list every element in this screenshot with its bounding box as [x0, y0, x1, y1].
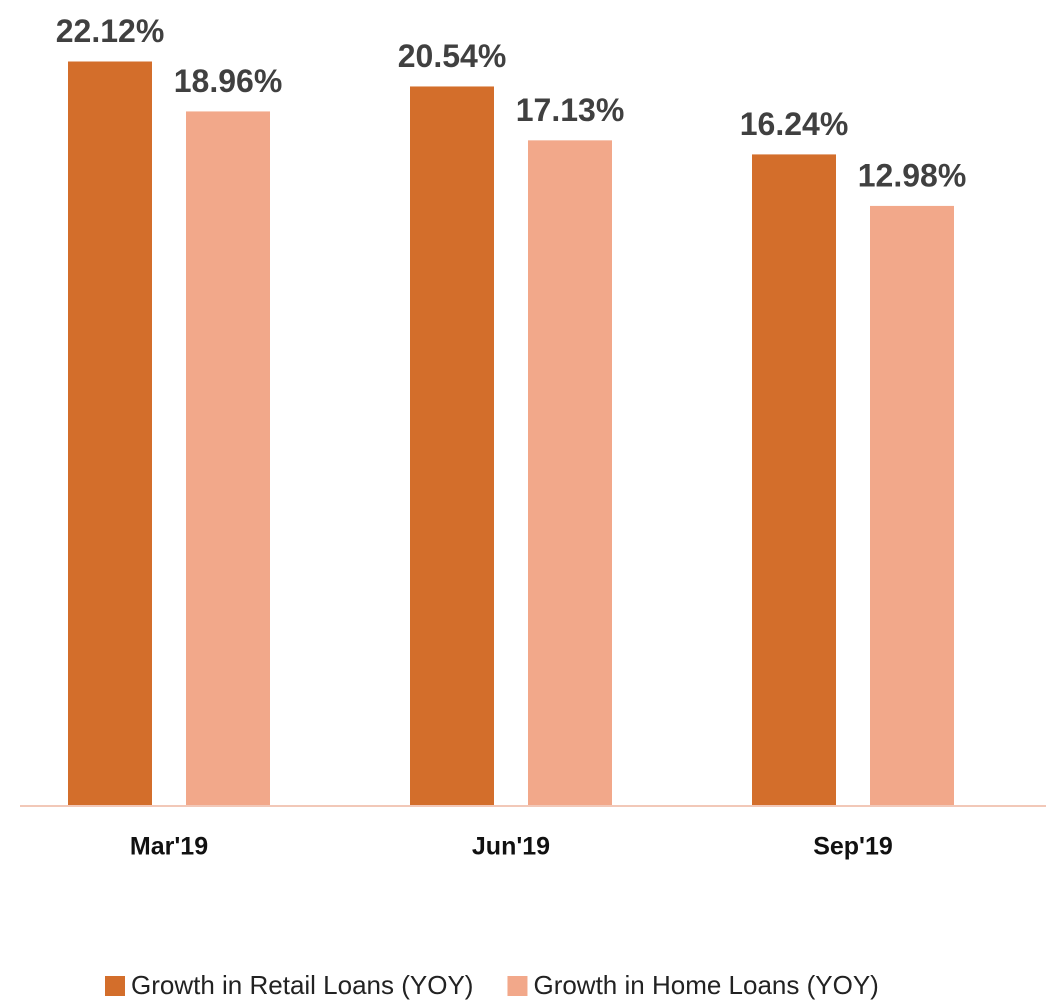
legend-label: Growth in Retail Loans (YOY): [131, 970, 473, 1000]
x-tick-label: Jun'19: [472, 833, 550, 861]
bar: [752, 154, 836, 806]
x-tick-label: Mar'19: [130, 833, 208, 861]
bar: [870, 205, 954, 806]
value-label: 12.98%: [858, 157, 967, 193]
value-label: 16.24%: [740, 106, 849, 142]
x-tick-label: Sep'19: [813, 833, 893, 861]
bar: [186, 111, 270, 806]
value-label: 20.54%: [398, 38, 507, 74]
bar: [410, 86, 494, 806]
value-label: 17.13%: [516, 92, 625, 128]
bar: [68, 61, 152, 806]
legend-swatch: [507, 976, 528, 996]
value-label: 18.96%: [174, 63, 283, 99]
legend-swatch: [105, 976, 125, 996]
value-label: 22.12%: [56, 13, 165, 49]
legend-label: Growth in Home Loans (YOY): [533, 970, 878, 1000]
bar: [528, 140, 612, 806]
